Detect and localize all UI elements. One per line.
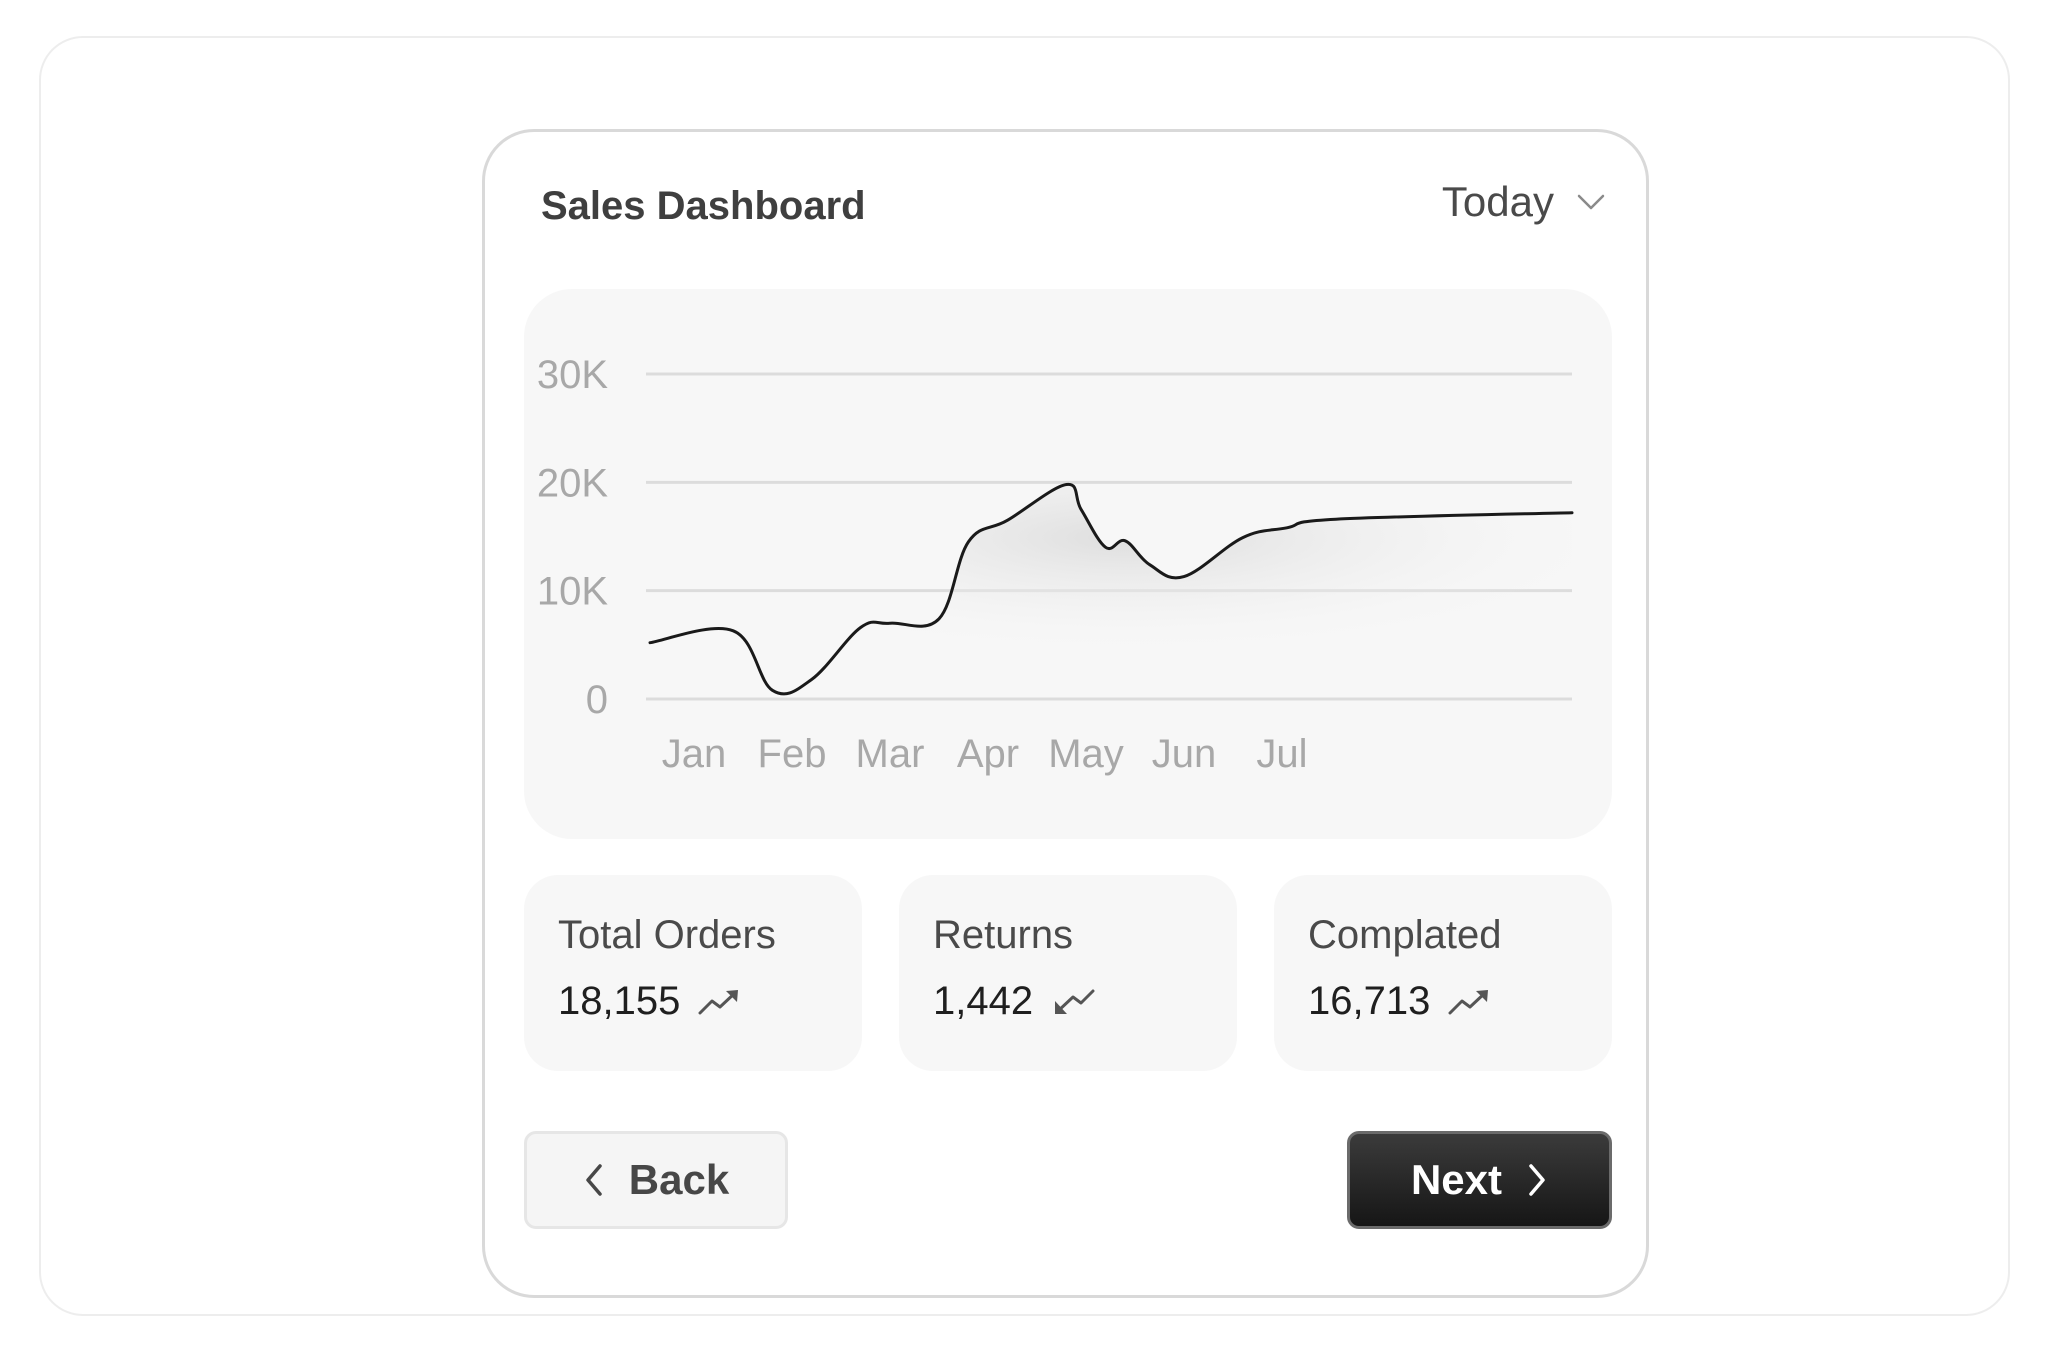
stat-value-row: 1,442 [933, 979, 1095, 1024]
x-tick-label: Mar [856, 732, 925, 776]
chevron-down-icon [1576, 192, 1606, 212]
period-label: Today [1441, 178, 1554, 225]
sales-chart: 30K 20K 10K 0 Jan Feb Mar Apr May Jun Jul [524, 289, 1612, 839]
y-axis-ticks: 30K 20K 10K 0 [537, 353, 608, 722]
y-tick-label: 0 [586, 678, 608, 722]
next-button[interactable]: Next [1347, 1131, 1612, 1229]
page-frame: Sales Dashboard Today 30K 20K 10K 0 Jan [39, 36, 2010, 1316]
x-tick-label: May [1048, 732, 1124, 776]
x-tick-label: Jun [1152, 732, 1217, 776]
x-axis-ticks: Jan Feb Mar Apr May Jun Jul [662, 732, 1308, 776]
stat-card-returns: Returns 1,442 [899, 875, 1237, 1071]
stat-value-row: 18,155 [558, 979, 742, 1024]
trend-up-icon [698, 987, 742, 1017]
y-tick-label: 30K [537, 353, 608, 397]
card-title: Sales Dashboard [541, 184, 866, 228]
stat-label: Complated [1308, 913, 1502, 957]
chart-canvas: 30K 20K 10K 0 Jan Feb Mar Apr May Jun Jul [537, 353, 1574, 776]
period-dropdown[interactable]: Today [1442, 178, 1606, 226]
sales-dashboard-card: Sales Dashboard Today 30K 20K 10K 0 Jan [482, 129, 1649, 1298]
x-tick-label: Jul [1256, 732, 1307, 776]
x-tick-label: Feb [758, 732, 827, 776]
stat-label: Total Orders [558, 913, 776, 957]
stat-card-total-orders: Total Orders 18,155 [524, 875, 862, 1071]
x-tick-label: Apr [957, 732, 1019, 776]
stat-value: 18,155 [558, 979, 681, 1023]
back-button[interactable]: Back [524, 1131, 788, 1229]
y-tick-label: 10K [537, 570, 608, 614]
chevron-right-icon [1526, 1162, 1548, 1198]
stat-card-completed: Complated 16,713 [1274, 875, 1612, 1071]
sales-line [648, 482, 1574, 696]
sales-area-fill [650, 484, 1572, 699]
trend-up-icon [1448, 987, 1492, 1017]
stat-value: 16,713 [1308, 979, 1431, 1023]
stat-label: Returns [933, 913, 1074, 957]
stat-value: 1,442 [933, 979, 1034, 1023]
back-button-label: Back [628, 1156, 730, 1203]
stat-value-row: 16,713 [1308, 979, 1492, 1024]
trend-down-icon [1051, 987, 1095, 1017]
x-tick-label: Jan [662, 732, 727, 776]
next-button-label: Next [1410, 1156, 1503, 1203]
chevron-left-icon [583, 1162, 605, 1198]
y-tick-label: 20K [537, 461, 608, 505]
